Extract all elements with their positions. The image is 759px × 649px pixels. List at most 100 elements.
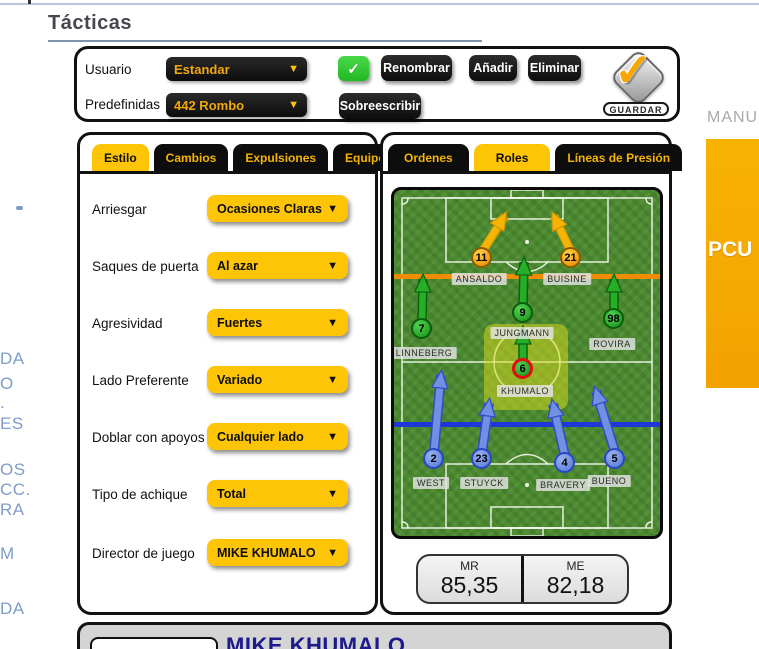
player-number: 4 [561, 456, 568, 469]
director-select[interactable]: MIKE KHUMALO ▼ [207, 539, 348, 566]
player-number: 2 [430, 452, 437, 465]
player-photo-placeholder [90, 637, 218, 649]
player-chip[interactable]: 98 [603, 308, 624, 329]
rating-value: 85,35 [440, 572, 499, 598]
check-icon: ✓ [347, 60, 360, 78]
player-chip[interactable]: 4 [554, 452, 575, 473]
saques-select[interactable]: Al azar ▼ [207, 252, 348, 279]
predefined-tactic-select[interactable]: 442 Rombo ▼ [166, 93, 307, 117]
player-chip[interactable]: 9 [512, 302, 533, 323]
player-name-label: WEST [413, 477, 449, 489]
background-link-manual[interactable]: MANU [707, 109, 759, 126]
player-chip[interactable]: 21 [560, 247, 581, 268]
overwrite-button[interactable]: Sobreescribir [339, 93, 421, 119]
player-name-label: BUISINE [543, 273, 591, 285]
tab-roles[interactable]: Roles [473, 144, 551, 171]
background-text-fragment: M [0, 544, 15, 563]
player-chip[interactable]: 2 [423, 448, 444, 469]
doblar-select[interactable]: Cualquier lado ▼ [207, 423, 348, 450]
field-label-arriesgar: Arriesgar [92, 202, 147, 217]
rating-value: 82,18 [546, 572, 605, 598]
director-value: MIKE KHUMALO [217, 545, 316, 560]
background-text-fragment: CC. [0, 480, 31, 499]
field-label-lado: Lado Preferente [92, 373, 189, 388]
tab-lineas-presion[interactable]: Líneas de Presión [555, 144, 683, 171]
player-name-label: KHUMALO [496, 385, 554, 397]
achique-select[interactable]: Total ▼ [207, 480, 348, 507]
field-label-director: Director de juego [92, 546, 195, 561]
achique-value: Total [217, 486, 246, 501]
rating-label: MR [460, 559, 479, 573]
save-button[interactable]: ✓ GUARDAR [599, 44, 677, 119]
player-number: 6 [519, 362, 526, 375]
user-tactic-select[interactable]: Estandar ▼ [166, 57, 307, 81]
arriesgar-value: Ocasiones Claras [217, 201, 322, 216]
tactics-toolbar-panel: Usuario Estandar ▼ ✓ Renombrar Añadir El… [74, 44, 680, 122]
player-chip[interactable]: 23 [471, 448, 492, 469]
chevron-down-icon: ▼ [288, 63, 299, 75]
tab-ordenes[interactable]: Ordenes [388, 144, 469, 171]
player-chip[interactable]: 11 [471, 247, 492, 268]
background-text-fragment: . [0, 393, 6, 412]
player-name-label: BRAVERY [536, 479, 590, 491]
rating-mr: MR 85,35 [418, 556, 521, 602]
tab-divider [383, 171, 669, 174]
page-title-block: Tácticas [48, 12, 482, 42]
player-detail-name: MIKE KHUMALO [226, 633, 406, 649]
pitch[interactable]: 11 21 7 9 98 6 2 23 4 5 ANSALDO BUISINE … [391, 187, 663, 539]
player-chip[interactable]: 5 [604, 448, 625, 469]
player-detail-panel: MIKE KHUMALO [77, 622, 672, 649]
tab-estilo[interactable]: Estilo [92, 144, 149, 171]
lado-select[interactable]: Variado ▼ [207, 366, 348, 393]
player-chip[interactable]: 7 [411, 318, 432, 339]
predefined-label: Predefinidas [85, 97, 161, 112]
field-label-saques: Saques de puerta [92, 259, 199, 274]
tab-divider [80, 171, 375, 174]
player-number: 11 [475, 251, 488, 264]
delete-button[interactable]: Eliminar [528, 55, 581, 81]
add-button[interactable]: Añadir [469, 55, 517, 81]
player-number: 98 [607, 312, 620, 325]
predefined-tactic-value: 442 Rombo [174, 97, 245, 113]
ad-banner-logo: PCU [708, 238, 753, 261]
chevron-down-icon: ▼ [327, 546, 338, 559]
pitch-markings [394, 190, 660, 536]
agresividad-select[interactable]: Fuertes ▼ [207, 309, 348, 336]
chevron-down-icon: ▼ [288, 99, 299, 111]
rating-me: ME 82,18 [521, 556, 627, 602]
chevron-down-icon: ▼ [327, 487, 338, 500]
background-text-fragment [16, 206, 23, 210]
tab-expulsiones[interactable]: Expulsiones [233, 144, 329, 171]
player-number: 21 [564, 251, 577, 264]
field-label-agresividad: Agresividad [92, 316, 163, 331]
tab-cambios[interactable]: Cambios [153, 144, 229, 171]
agresividad-value: Fuertes [217, 315, 263, 330]
arriesgar-select[interactable]: Ocasiones Claras ▼ [207, 195, 348, 222]
background-text-fragment: O [0, 374, 14, 393]
player-name-label: ROVIRA [589, 338, 635, 350]
player-name-label: LINNEBERG [394, 347, 457, 359]
roles-panel: Ordenes Roles Líneas de Presión [380, 132, 683, 615]
confirm-button[interactable]: ✓ [338, 56, 369, 81]
chevron-down-icon: ▼ [327, 316, 338, 329]
player-name-label: ANSALDO [451, 273, 507, 285]
rename-button[interactable]: Renombrar [381, 55, 452, 81]
player-number: 23 [475, 452, 488, 465]
player-number: 5 [611, 452, 618, 465]
field-label-doblar: Doblar con apoyos [92, 430, 205, 445]
style-panel: Estilo Cambios Expulsiones Equipo Arries… [77, 132, 398, 615]
chevron-down-icon: ▼ [327, 430, 338, 443]
background-text-fragment: ES [0, 414, 24, 433]
background-text-fragment: DA [0, 349, 25, 368]
player-number: 7 [418, 322, 425, 335]
saques-value: Al azar [217, 258, 258, 273]
player-chip-selected[interactable]: 6 [512, 358, 533, 379]
player-number: 9 [519, 306, 526, 319]
background-artifact [28, 0, 31, 4]
user-tactic-value: Estandar [174, 61, 230, 77]
ad-banner[interactable]: PCU [706, 139, 759, 388]
page-title: Tácticas [48, 12, 133, 34]
background-text-fragment: OS [0, 460, 26, 479]
player-name-label: BUENO [587, 475, 631, 487]
chevron-down-icon: ▼ [327, 202, 338, 215]
